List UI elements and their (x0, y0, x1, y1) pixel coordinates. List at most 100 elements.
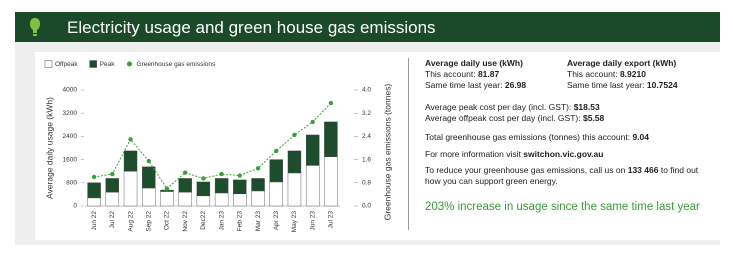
label: Same time last year: (425, 80, 503, 90)
legend-marker (126, 61, 132, 67)
bar (305, 134, 320, 166)
x-tick-label: Jan 23 (218, 211, 225, 231)
label: This account: (567, 69, 618, 79)
y2-tick-label: 0.0 (362, 203, 371, 210)
y-axis-label: Average daily usage (kWh) (44, 97, 54, 199)
bar (214, 192, 229, 207)
x-tick-label: Oct 22 (164, 211, 171, 231)
bar (233, 193, 247, 207)
reduce: To reduce your greenhouse gas emissions,… (425, 165, 710, 187)
emissions: Total greenhouse gas emissions (tonnes) … (425, 132, 649, 143)
bar (105, 178, 120, 193)
x-tick-label: Dec22 (200, 211, 207, 230)
y2-tick-label: 4.0 (362, 87, 371, 94)
x-tick-label: Jul 23 (328, 211, 335, 229)
bar (324, 121, 338, 157)
label: This account: (425, 69, 476, 79)
y2-tick-label: 3.2 (362, 110, 371, 117)
bar (87, 197, 101, 207)
y-tick-label: 0 (73, 203, 77, 210)
line-point (274, 148, 279, 154)
line-point (164, 186, 170, 191)
x-tick-label: Jun 23 (309, 211, 316, 231)
line-point (182, 170, 188, 175)
bar (178, 178, 192, 193)
bar (123, 170, 138, 207)
label: Average peak cost per day (incl. GST): (425, 102, 572, 112)
value: 81.87 (477, 69, 500, 79)
x-tick-label: Aug 22 (127, 211, 134, 232)
x-tick-label: May 23 (291, 211, 298, 233)
bar (269, 181, 283, 207)
line-point (219, 171, 224, 177)
bar (142, 187, 156, 207)
value: $5.58 (582, 113, 605, 123)
bar (196, 195, 211, 207)
legend-label: Peak (100, 61, 116, 68)
line-point (310, 119, 315, 125)
header: Electricity usage and green house gas em… (15, 12, 720, 42)
y2-tick-label: 0.8 (362, 180, 371, 187)
bar (178, 191, 192, 207)
bar (305, 165, 320, 207)
bar (123, 150, 138, 172)
line-point (146, 158, 151, 164)
info: For more information visit switchon.vic.… (425, 149, 603, 160)
legend-marker (44, 60, 53, 68)
label: Same time last year: (567, 80, 645, 90)
bar (251, 190, 265, 207)
bar (142, 166, 156, 189)
bar (269, 159, 283, 183)
text: To reduce your greenhouse gas emissions,… (425, 165, 626, 175)
y2-tick-label: 1.6 (362, 156, 371, 163)
divider (408, 58, 409, 230)
line-point (128, 137, 133, 142)
increase: 203% increase in usage since the same ti… (425, 201, 700, 213)
icon (30, 18, 40, 36)
y2-axis-label: Greenhouse gas emissions (tonnes) (382, 84, 392, 221)
x-tick-label: Mar 23 (255, 211, 262, 232)
value: $18.53 (573, 102, 600, 112)
y2-tick-label: 2.4 (362, 133, 371, 140)
bar (87, 182, 101, 199)
bar (287, 172, 302, 207)
x-tick-label: Nov 22 (182, 211, 189, 232)
card (35, 52, 720, 240)
label: Average offpeak cost per day (incl. GST)… (425, 113, 581, 123)
x-tick-label: Sep 22 (145, 211, 152, 232)
label: Total greenhouse gas emissions (tonnes) … (425, 132, 631, 142)
bar (324, 156, 338, 207)
chart: 0 800 1600 2400 3200 4000 0.0 0.8 1.6 2.4 3.2 4.0 Av… (44, 60, 392, 233)
header-title: Electricity usage and green house gas em… (67, 18, 436, 37)
bar (160, 191, 174, 207)
bar (196, 181, 211, 197)
x-tick-label: Jun 22 (91, 211, 98, 231)
line (94, 102, 332, 190)
y-tick-label: 4000 (63, 87, 78, 94)
link[interactable]: switchon.vic.gov.au (523, 149, 604, 159)
bar (251, 178, 265, 192)
line-point (201, 176, 206, 181)
line-point (292, 132, 297, 138)
line-point (91, 174, 97, 180)
heading: Average daily use (kWh) (425, 58, 523, 68)
y-tick-label: 800 (66, 180, 77, 187)
text: to find out how you can support green en… (425, 165, 699, 186)
label: For more information visit (425, 149, 521, 159)
line-point (110, 171, 115, 177)
line-point (255, 166, 261, 171)
value: 8.9210 (619, 69, 646, 79)
bar (214, 178, 229, 194)
line-point (328, 100, 334, 106)
line-point (237, 173, 243, 178)
legend-label: Greenhouse gas emissions (136, 61, 216, 68)
bar (287, 150, 302, 174)
daily-export: Average daily export (kWh) This account:… (567, 58, 678, 91)
heading: Average daily export (kWh) (567, 58, 677, 68)
x-tick-label: Apr 23 (273, 211, 280, 231)
y-tick-label: 2400 (63, 133, 78, 140)
value: 10.7524 (646, 80, 678, 90)
x-tick-label: Feb 23 (237, 211, 244, 232)
x-tick-label: Jul 22 (109, 211, 116, 229)
